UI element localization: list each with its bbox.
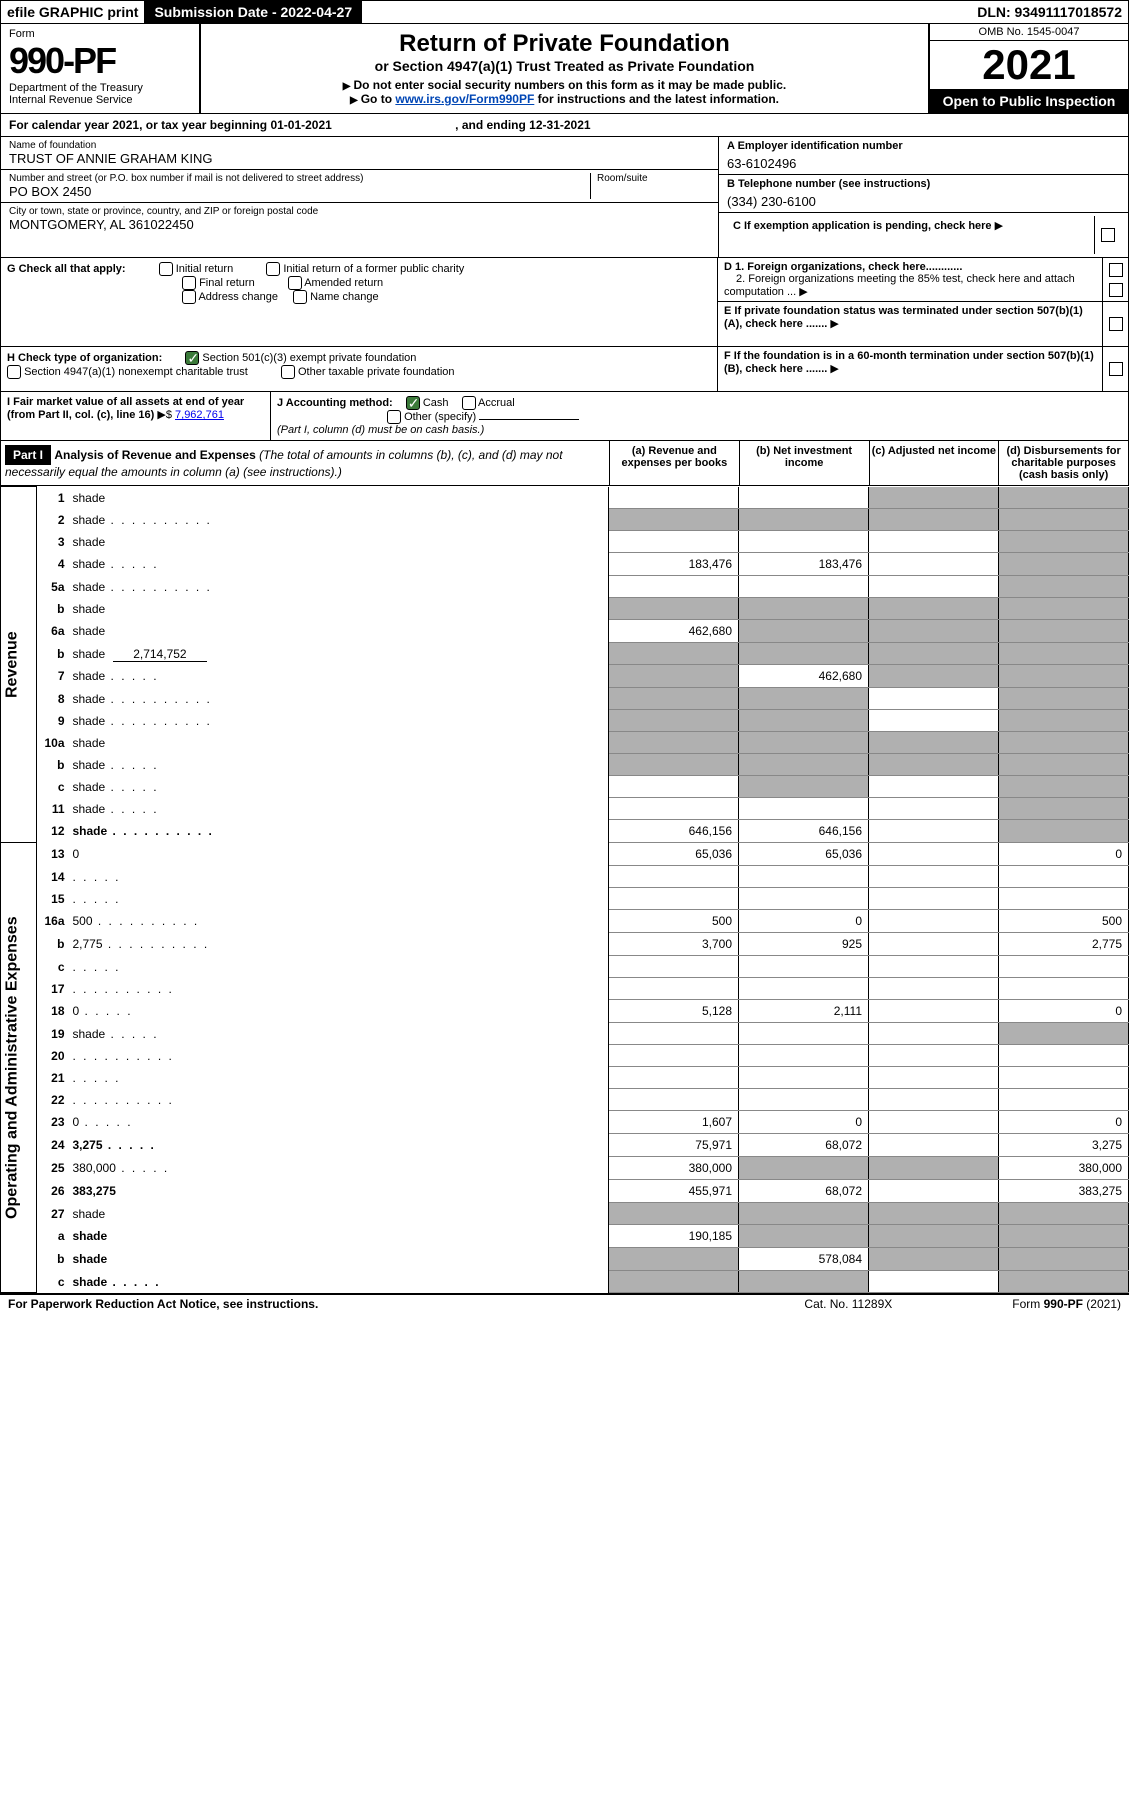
e-checkbox[interactable] [1109,317,1123,331]
f-checkbox[interactable] [1109,362,1123,376]
c-checkbox[interactable] [1101,228,1115,242]
phone-cell: B Telephone number (see instructions) (3… [719,175,1128,213]
note-ssn: Do not enter social security numbers on … [207,78,922,92]
header-right: OMB No. 1545-0047 2021 Open to Public In… [928,24,1128,113]
ein-cell: A Employer identification number 63-6102… [719,137,1128,175]
ij-row: I Fair market value of all assets at end… [0,392,1129,441]
header: Form 990-PF Department of the Treasury I… [0,24,1129,114]
other-taxable-checkbox[interactable] [281,365,295,379]
initial-return-checkbox[interactable] [159,262,173,276]
cat-no: Cat. No. 11289X [804,1297,892,1311]
address-cell: Number and street (or P.O. box number if… [1,170,718,203]
omb-number: OMB No. 1545-0047 [930,24,1128,41]
info-left: Name of foundation TRUST OF ANNIE GRAHAM… [1,137,718,257]
dept-treasury: Department of the Treasury [9,82,191,94]
inspection-label: Open to Public Inspection [930,89,1128,113]
form-ref: Form 990-PF (2021) [1012,1297,1121,1311]
col-d-header: (d) Disbursements for charitable purpose… [998,441,1128,485]
tax-year: 2021 [930,41,1128,89]
footer: For Paperwork Reduction Act Notice, see … [0,1293,1129,1313]
d1-checkbox[interactable] [1109,263,1123,277]
part1-grid: Revenue1shade2shade3shade4shade183,47618… [0,486,1129,1293]
col-c-header: (c) Adjusted net income [869,441,999,485]
col-a-header: (a) Revenue and expenses per books [609,441,739,485]
form-subtitle: or Section 4947(a)(1) Trust Treated as P… [207,58,922,74]
calendar-year-row: For calendar year 2021, or tax year begi… [0,114,1129,137]
address-change-checkbox[interactable] [182,290,196,304]
dln: DLN: 93491117018572 [971,1,1128,23]
name-change-checkbox[interactable] [293,290,307,304]
d2-checkbox[interactable] [1109,283,1123,297]
note-goto: Go to www.irs.gov/Form990PF for instruct… [207,92,922,106]
header-left: Form 990-PF Department of the Treasury I… [1,24,201,113]
accrual-checkbox[interactable] [462,396,476,410]
efile-label: efile GRAPHIC print [1,1,144,23]
irs-label: Internal Revenue Service [9,94,191,106]
other-method-checkbox[interactable] [387,410,401,424]
form-number: 990-PF [9,40,191,82]
topbar: efile GRAPHIC print Submission Date - 20… [0,0,1129,24]
paperwork-notice: For Paperwork Reduction Act Notice, see … [8,1297,318,1311]
4947a1-checkbox[interactable] [7,365,21,379]
h-row: H Check type of organization: Section 50… [0,347,1129,392]
part1-header: Part I Analysis of Revenue and Expenses … [0,441,1129,486]
form990pf-link[interactable]: www.irs.gov/Form990PF [395,92,534,106]
cash-checkbox[interactable] [406,396,420,410]
col-b-header: (b) Net investment income [739,441,869,485]
info-block: Name of foundation TRUST OF ANNIE GRAHAM… [0,137,1129,258]
city-cell: City or town, state or province, country… [1,203,718,235]
form-label: Form [9,28,191,40]
foundation-name-cell: Name of foundation TRUST OF ANNIE GRAHAM… [1,137,718,170]
header-mid: Return of Private Foundation or Section … [201,24,928,113]
c-exemption-cell: C If exemption application is pending, c… [719,213,1128,257]
amended-return-checkbox[interactable] [288,276,302,290]
initial-public-checkbox[interactable] [266,262,280,276]
501c3-checkbox[interactable] [185,351,199,365]
part1-label: Part I [5,445,51,465]
submission-date: Submission Date - 2022-04-27 [144,1,362,23]
info-right: A Employer identification number 63-6102… [718,137,1128,257]
g-row: G Check all that apply: Initial return I… [0,258,1129,347]
form-title: Return of Private Foundation [207,30,922,58]
final-return-checkbox[interactable] [182,276,196,290]
fmv-link[interactable]: 7,962,761 [175,409,224,421]
